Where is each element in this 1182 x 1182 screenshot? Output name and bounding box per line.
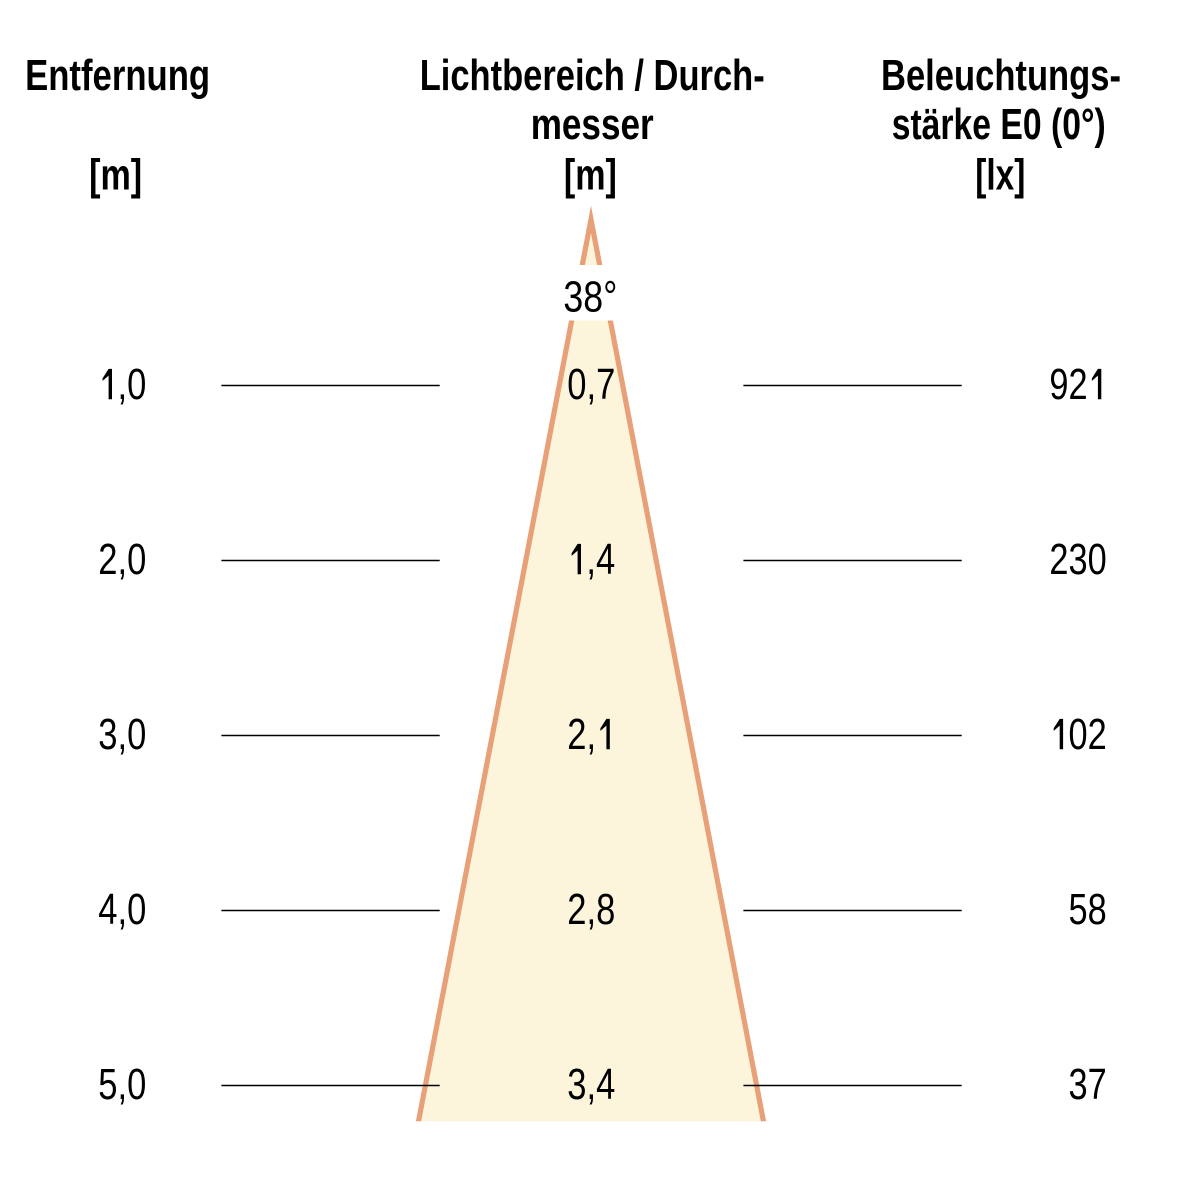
svg-text:92: 92 xyxy=(1049,360,1087,409)
svg-text:Lichtbereich / Durch-: Lichtbereich / Durch- xyxy=(420,51,765,100)
svg-text:Beleuchtungs-: Beleuchtungs- xyxy=(881,51,1121,100)
svg-text:,4: ,4 xyxy=(586,535,615,584)
svg-text:messer: messer xyxy=(531,100,654,149)
svg-text:02: 02 xyxy=(1069,710,1107,759)
svg-text:3,0: 3,0 xyxy=(98,710,146,759)
svg-text:3,4: 3,4 xyxy=(567,1060,615,1109)
svg-text:5,0: 5,0 xyxy=(98,1060,146,1109)
svg-text:58: 58 xyxy=(1069,885,1107,934)
svg-text:2,0: 2,0 xyxy=(98,535,146,584)
svg-text:4,0: 4,0 xyxy=(98,885,146,934)
svg-text:38°: 38° xyxy=(563,272,617,321)
svg-text:0,7: 0,7 xyxy=(567,360,615,409)
svg-text:,0: ,0 xyxy=(118,360,147,409)
svg-text:Entfernung: Entfernung xyxy=(25,51,210,100)
svg-text:37: 37 xyxy=(1069,1060,1107,1109)
svg-text:[m]: [m] xyxy=(564,151,617,200)
svg-text:[lx]: [lx] xyxy=(975,151,1025,200)
svg-text:2,: 2, xyxy=(567,710,596,759)
svg-text:230: 230 xyxy=(1049,535,1106,584)
svg-text:stärke E0 (0°): stärke E0 (0°) xyxy=(892,100,1106,149)
svg-text:2,8: 2,8 xyxy=(567,885,615,934)
svg-text:[m]: [m] xyxy=(89,151,142,200)
